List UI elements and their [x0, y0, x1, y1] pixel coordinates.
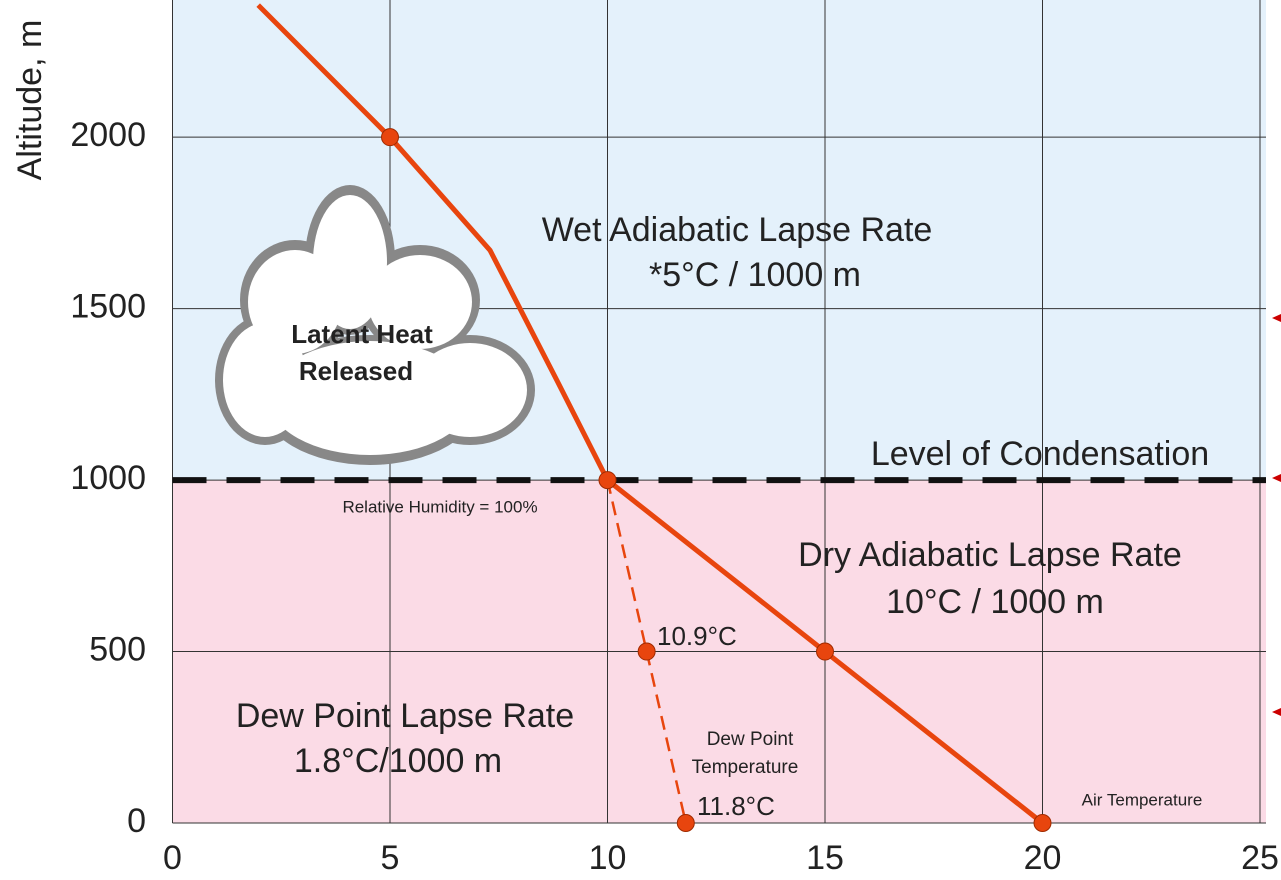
x-tick-label: 10 [589, 839, 627, 877]
y-tick-label: 2000 [70, 116, 146, 154]
annotation: 10.9°C [657, 621, 737, 651]
annotation: 10°C / 1000 m [886, 583, 1104, 621]
annotation: Dew Point Lapse Rate [236, 697, 574, 735]
annotation: *5°C / 1000 m [649, 256, 861, 294]
x-tick-label: 20 [1024, 839, 1062, 877]
x-tick-label: 25 [1241, 839, 1279, 877]
annotation: Level of Condensation [871, 435, 1209, 473]
marker [816, 642, 834, 661]
grid [172, 0, 1266, 824]
annotation: Dry Adiabatic Lapse Rate [798, 536, 1182, 574]
marker [598, 471, 617, 490]
x-tick-label: 15 [806, 839, 844, 877]
annotation: Latent Heat [291, 319, 433, 349]
x-tick-label: 0 [163, 839, 182, 877]
annotation: 1.8°C/1000 m [294, 742, 502, 780]
annotation: Air Temperature [1082, 790, 1203, 809]
marker [381, 128, 399, 147]
x-tick-label: 5 [381, 839, 400, 877]
marker [676, 814, 695, 832]
y-tick-label: 1500 [70, 288, 146, 326]
y-axis-label: Altitude, m [11, 20, 49, 181]
cloud-fill [223, 195, 527, 455]
annotation: Released [299, 356, 413, 386]
y-tick-label: 500 [89, 631, 146, 669]
annotation: Relative Humidity = 100% [342, 497, 537, 516]
annotation: Temperature [692, 757, 799, 778]
y-tick-label: 0 [127, 802, 146, 840]
annotation: Wet Adiabatic Lapse Rate [542, 211, 933, 249]
series-line [606, 479, 688, 824]
marker [1033, 814, 1052, 832]
annotation: Dew Point [707, 729, 794, 750]
y-tick-label: 1000 [70, 459, 146, 497]
annotation: 11.8°C [697, 791, 775, 821]
edge-arrows [1272, 314, 1281, 716]
marker [637, 642, 656, 661]
